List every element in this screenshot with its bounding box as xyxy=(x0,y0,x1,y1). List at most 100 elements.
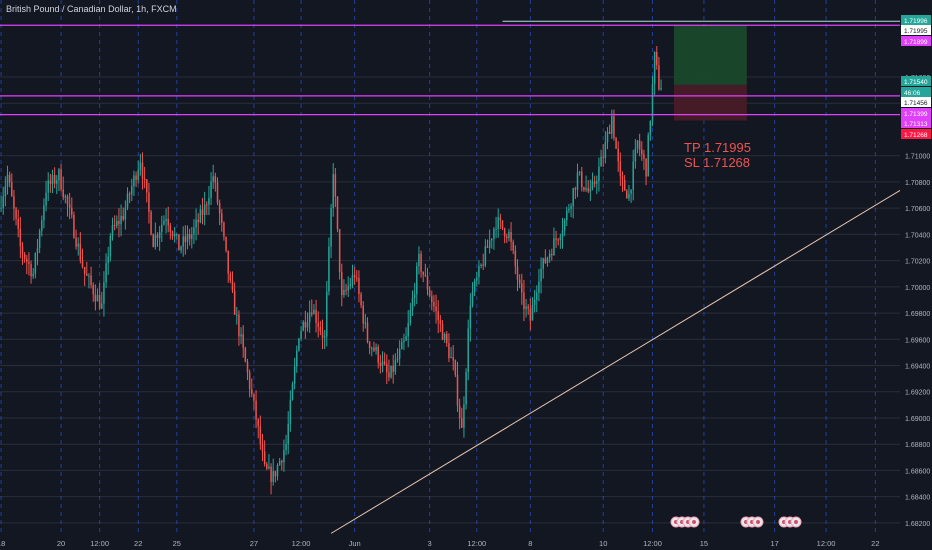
tp-annotation: TP 1.71995 xyxy=(684,140,751,155)
candle-body xyxy=(448,343,450,359)
y-tick-label: 1.68600 xyxy=(905,468,930,475)
candle-body xyxy=(176,234,178,236)
candle-body xyxy=(600,156,602,167)
y-tick-label: 1.69000 xyxy=(905,416,930,423)
candle-body xyxy=(486,246,489,248)
candle-body xyxy=(272,471,274,483)
candle-body xyxy=(651,84,654,121)
price-badge xyxy=(901,129,931,139)
trendline[interactable] xyxy=(330,189,902,534)
candle-body xyxy=(606,131,609,143)
candle-body xyxy=(461,418,463,428)
price-badge xyxy=(901,36,931,46)
candle-body xyxy=(653,51,656,85)
candle-body xyxy=(173,234,176,237)
candle-body xyxy=(628,193,630,199)
candle-body xyxy=(180,246,182,251)
candle-body xyxy=(330,208,332,247)
candle-body xyxy=(167,218,169,226)
candle-body xyxy=(437,311,439,321)
candle-body xyxy=(510,231,512,242)
candle-body xyxy=(388,372,390,378)
position-zones[interactable] xyxy=(673,25,747,121)
candle-body xyxy=(591,181,594,189)
x-tick-label: 10 xyxy=(599,539,607,548)
candle-body xyxy=(383,361,386,365)
candle-body xyxy=(413,294,416,298)
candle-body xyxy=(516,266,519,280)
candle-body xyxy=(285,444,287,451)
candle-body xyxy=(231,280,234,291)
candle-body xyxy=(319,326,322,332)
candle-body xyxy=(593,181,596,184)
candle-body xyxy=(345,289,347,291)
candle-body xyxy=(570,206,572,209)
candle-body xyxy=(602,156,604,159)
candle-body xyxy=(551,253,553,256)
candle-body xyxy=(405,336,407,341)
candle-body xyxy=(623,179,626,191)
candle-body xyxy=(169,225,172,232)
candle-body xyxy=(632,161,634,190)
price-badge-label: 1.71996 xyxy=(904,18,928,25)
candle-body xyxy=(493,228,495,239)
y-tick-label: 1.69200 xyxy=(905,390,930,397)
horizontal-levels[interactable] xyxy=(0,20,900,116)
candle-body xyxy=(458,405,461,419)
candle-body xyxy=(259,426,262,445)
candle-body xyxy=(68,204,71,208)
candle-body xyxy=(251,389,253,395)
candle-body xyxy=(203,204,206,215)
event-icon-dot xyxy=(756,520,760,524)
candle-body xyxy=(21,246,24,254)
x-tick-label: Jun xyxy=(349,539,361,548)
x-tick-label: 8 xyxy=(528,539,532,548)
candle-body xyxy=(349,284,352,287)
price-badge-label: 1.71399 xyxy=(904,111,928,118)
candle-body xyxy=(634,148,637,162)
event-icons[interactable] xyxy=(670,516,802,528)
candle-body xyxy=(542,258,544,269)
y-tick-label: 1.68800 xyxy=(905,442,930,449)
price-badge xyxy=(901,87,931,97)
time-axis[interactable]: 18 20 12:00 22 25 27 12:00 Jun 3 12:00 8 10 12:00 15 1… xyxy=(0,539,880,548)
candle-body xyxy=(484,246,487,266)
candle-body xyxy=(521,283,523,293)
candle-body xyxy=(398,349,401,359)
y-tick-label: 1.70200 xyxy=(905,259,930,266)
price-badge-label: 46:06 xyxy=(904,90,921,97)
candle-body xyxy=(317,322,319,327)
candle-body xyxy=(499,217,502,221)
candle-body xyxy=(298,338,300,351)
candle-body xyxy=(120,215,122,225)
candle-body xyxy=(28,261,30,265)
candle-body xyxy=(424,274,427,276)
grid xyxy=(0,76,900,524)
candle-body xyxy=(463,404,465,428)
candle-body xyxy=(540,268,542,282)
candle-body xyxy=(276,465,279,477)
candle-body xyxy=(604,142,607,159)
take-profit-zone[interactable] xyxy=(673,25,747,85)
candle-body xyxy=(311,312,313,315)
trendline-group[interactable] xyxy=(330,189,902,534)
candle-body xyxy=(13,196,15,209)
candle-body xyxy=(476,277,478,281)
candle-body xyxy=(589,188,592,192)
candle-body xyxy=(328,246,330,292)
candle-body xyxy=(17,218,19,229)
candle-body xyxy=(92,284,94,295)
candle-body xyxy=(135,175,137,180)
candle-body xyxy=(581,171,583,188)
candle-body xyxy=(373,347,375,351)
candle-body xyxy=(23,253,26,259)
candle-body xyxy=(555,238,557,240)
candle-body xyxy=(86,273,88,276)
candle-body xyxy=(428,289,431,297)
candle-body xyxy=(195,219,197,228)
candle-body xyxy=(38,230,41,248)
candle-body xyxy=(109,235,112,257)
candle-body xyxy=(255,400,257,420)
candle-body xyxy=(613,116,615,139)
